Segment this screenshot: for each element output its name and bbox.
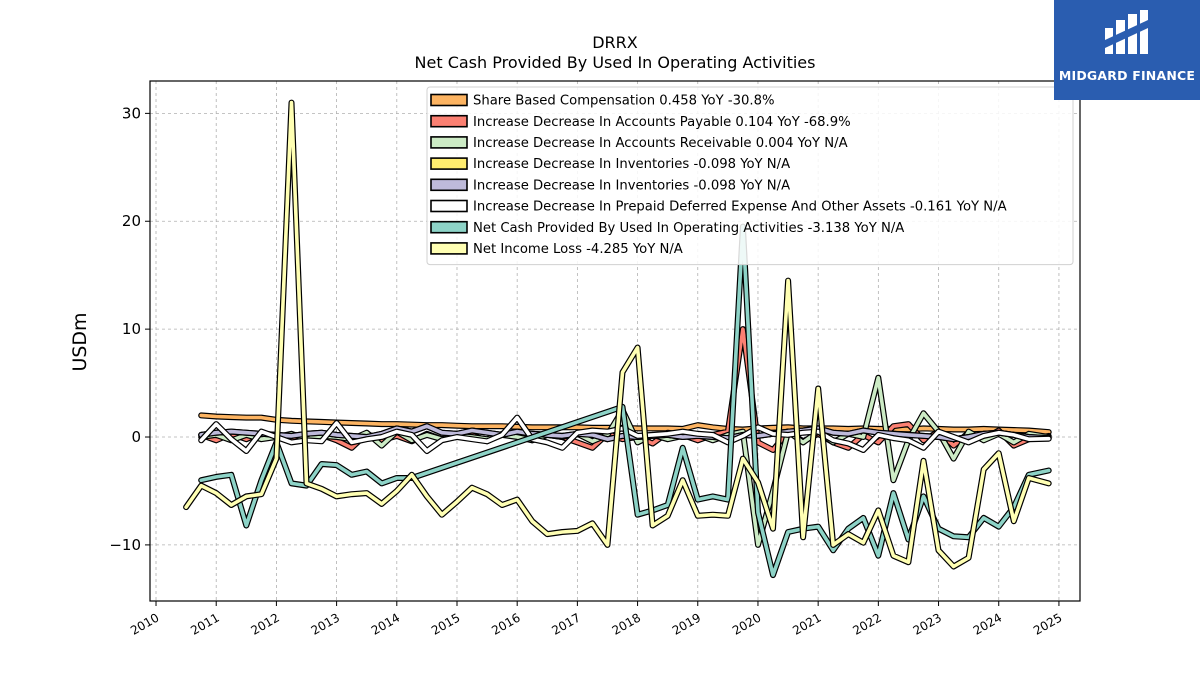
series-6 [198,223,1052,579]
x-tick-label: 2015 [429,610,462,637]
x-tick-label: 2022 [850,610,883,637]
series-7 [183,99,1052,570]
x-tick-label: 2023 [911,610,944,637]
series-1 [198,326,1052,453]
legend: Share Based Compensation 0.458 YoY -30.8… [426,86,1074,266]
series-line [199,327,1051,452]
legend-swatch [430,242,468,255]
x-tick-label: 2025 [1031,610,1064,637]
x-tick-label: 2020 [730,610,763,637]
legend-swatch [430,178,468,192]
x-tick-label: 2014 [369,610,402,637]
x-tick-label: 2021 [790,610,823,637]
x-tick-label: 2017 [549,610,582,637]
legend-entry: Increase Decrease In Accounts Payable 0.… [473,115,851,130]
x-tick-label: 2012 [248,610,281,637]
legend-entry: Increase Decrease In Accounts Receivable… [473,136,848,151]
midgard-logo-icon [1105,10,1148,54]
legend-box [426,86,1074,266]
series-group [183,99,1052,579]
legend-swatch [430,114,468,128]
legend-swatch [430,220,468,234]
legend-swatch [430,199,468,213]
x-tick-label: 2010 [128,610,161,637]
x-tick-label: 2011 [188,610,221,637]
x-tick-label: 2016 [489,610,522,637]
legend-entry: Share Based Compensation 0.458 YoY -30.8… [473,94,775,109]
series-line [199,224,1051,577]
legend-entry: Net Cash Provided By Used In Operating A… [473,221,904,236]
x-tick-label: 2024 [971,610,1004,637]
chart-subtitle: Net Cash Provided By Used In Operating A… [415,53,816,72]
series-4 [198,423,1052,443]
legend-entry: Increase Decrease In Inventories -0.098 … [473,157,790,172]
series-line-outline [198,223,1052,579]
legend-swatch [430,157,468,170]
y-tick-label: 20 [122,212,141,230]
legend-entry: Net Income Loss -4.285 YoY N/A [473,242,683,257]
series-line [184,100,1051,569]
y-axis-label: USDm [69,312,91,371]
x-tick-label: 2013 [309,610,342,637]
y-tick-label: 0 [131,428,141,446]
legend-entry: Increase Decrease In Inventories -0.098 … [473,178,790,193]
x-tick-label: 2018 [610,610,643,637]
legend-entry: Increase Decrease In Prepaid Deferred Ex… [473,200,1007,215]
y-tick-label: −10 [109,536,141,554]
series-line [199,424,1051,442]
y-tick-label: 10 [122,320,141,338]
legend-swatch [430,93,468,107]
chart-title: DRRX [592,33,638,52]
plot-frame [149,80,1081,602]
x-tick-label: 2019 [670,610,703,637]
y-tick-label: 30 [122,104,141,122]
brand-logo: MIDGARD FINANCE [1054,0,1200,100]
brand-name: MIDGARD FINANCE [1058,68,1196,83]
legend-swatch [430,136,468,149]
